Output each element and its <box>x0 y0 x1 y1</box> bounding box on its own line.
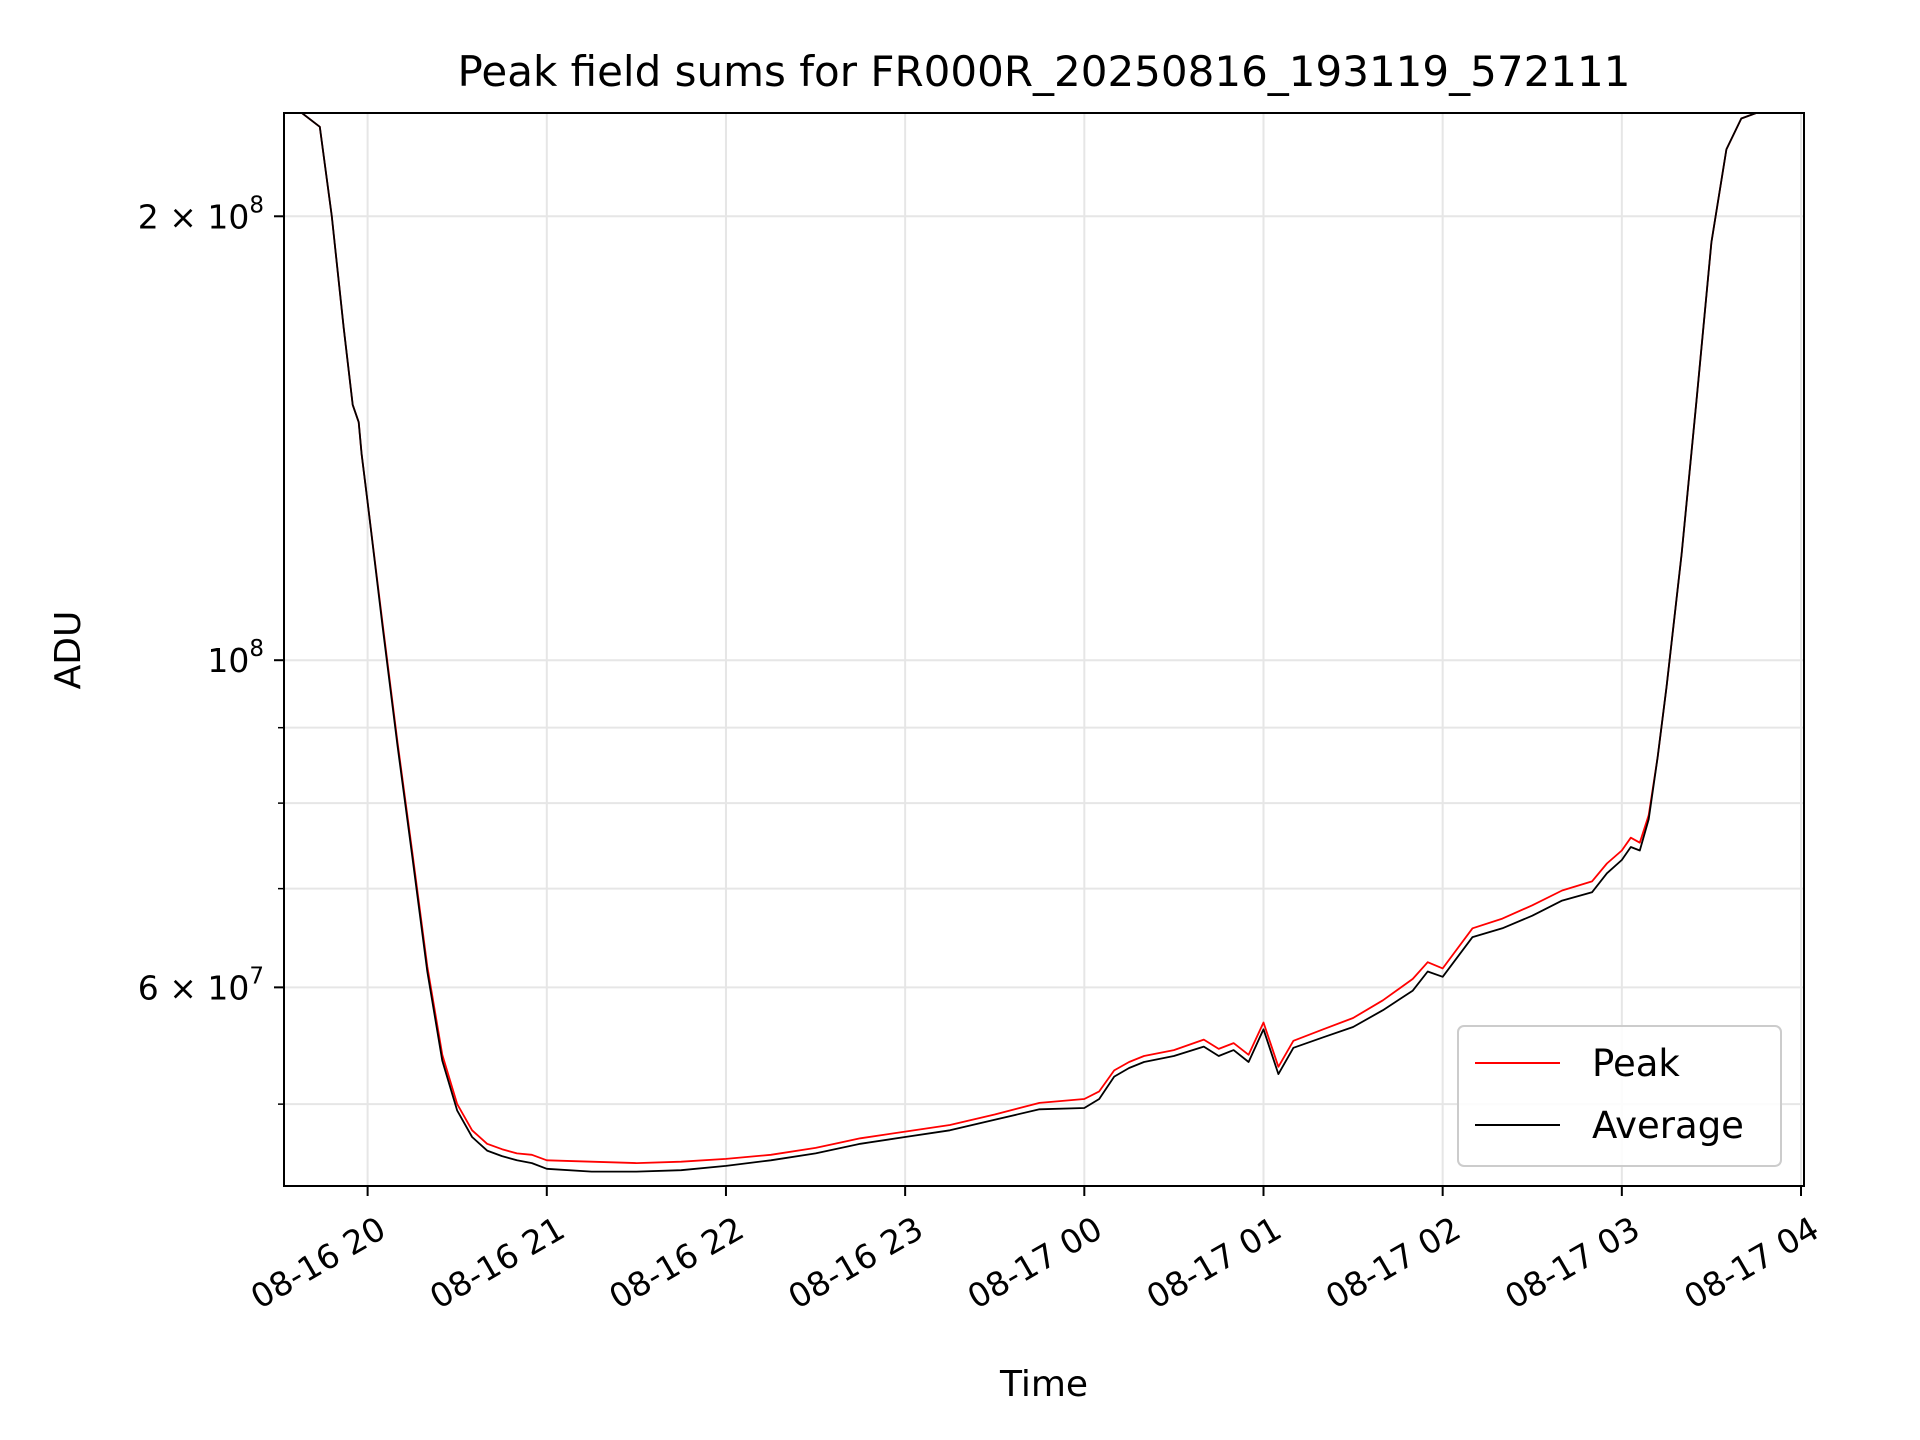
y-axis-label: ADU <box>48 611 89 690</box>
series-line-average <box>284 113 1804 1173</box>
series-layer <box>284 113 1804 1173</box>
x-axis-label: Time <box>999 1364 1088 1405</box>
legend: Peak Average <box>1457 1025 1782 1167</box>
legend-label-peak: Peak <box>1592 1042 1680 1085</box>
chart-title: Peak field sums for FR000R_20250816_1931… <box>458 47 1631 96</box>
plot-frame <box>283 112 1805 1187</box>
y-axis: 2 × 108 108 6 × 107 <box>138 192 284 1105</box>
y-tick-label: 6 × 107 <box>138 963 264 1007</box>
y-tick-label: 108 <box>207 636 264 680</box>
legend-label-average: Average <box>1592 1104 1744 1147</box>
legend-box <box>1457 1025 1782 1167</box>
y-tick-label: 2 × 108 <box>138 192 264 236</box>
grid <box>284 113 1804 1186</box>
